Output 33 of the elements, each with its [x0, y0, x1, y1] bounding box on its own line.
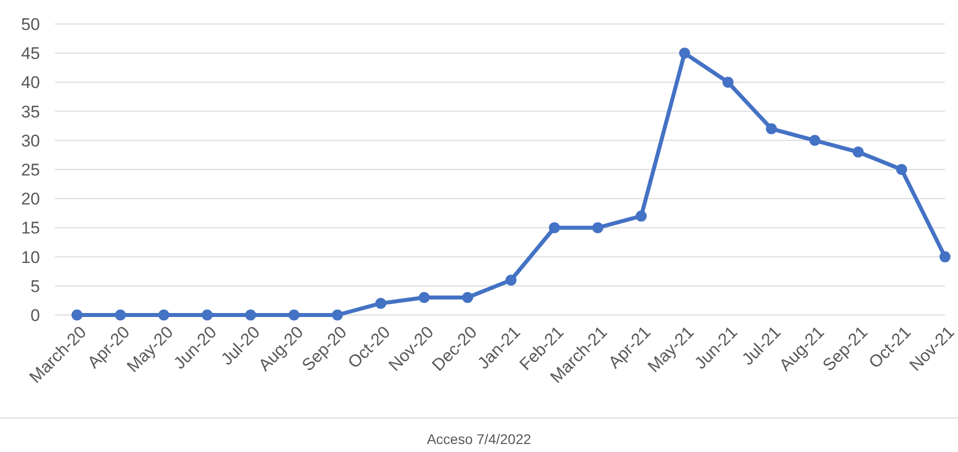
point	[158, 310, 170, 320]
point	[809, 134, 820, 146]
point	[506, 274, 516, 286]
point	[288, 310, 300, 320]
y-tick-label: 5	[30, 276, 40, 296]
y-tick-label: 40	[21, 73, 40, 92]
point	[548, 222, 560, 234]
y-tick-label: 35	[21, 102, 40, 122]
point	[940, 251, 950, 262]
text: Acceso 7/4/2022	[426, 431, 532, 447]
y-tick-label: 50	[21, 14, 40, 34]
point	[679, 48, 690, 59]
point	[636, 210, 647, 222]
point	[462, 292, 474, 304]
y-tick-label: 15	[21, 218, 40, 238]
point	[245, 310, 256, 320]
y-tick-label: 25	[21, 160, 40, 180]
point	[722, 76, 734, 88]
point	[114, 310, 126, 320]
point	[592, 222, 604, 234]
y-tick-label: 0	[30, 306, 40, 325]
point	[375, 298, 386, 309]
point	[202, 310, 213, 320]
point	[72, 310, 82, 320]
point	[896, 164, 908, 175]
point	[852, 146, 864, 158]
y-tick-label: 20	[21, 190, 40, 209]
point	[332, 310, 343, 320]
y-tick-label: 10	[21, 248, 40, 267]
point	[766, 123, 777, 134]
y-tick-label: 30	[21, 131, 40, 150]
y-tick-label: 45	[21, 44, 40, 64]
point	[418, 292, 430, 304]
